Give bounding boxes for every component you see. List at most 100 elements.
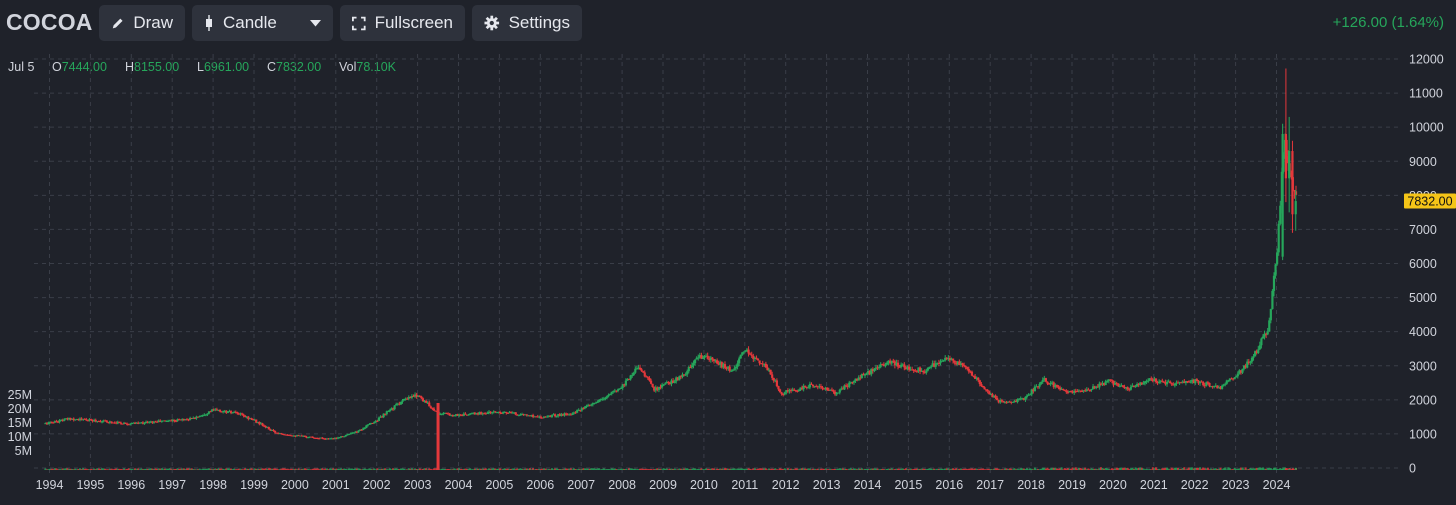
volume-bar bbox=[961, 468, 964, 470]
candle-body bbox=[363, 428, 366, 430]
time-axis[interactable]: 1994 1995 1996 1997 1998 1999 2000 2001 2002 2003… bbox=[36, 478, 1291, 492]
candle-body bbox=[1290, 172, 1293, 178]
volume-bar bbox=[392, 468, 395, 470]
volume-bar bbox=[628, 468, 631, 470]
volume-bar bbox=[594, 469, 597, 470]
volume-bar bbox=[670, 468, 673, 470]
volume-bar bbox=[343, 468, 346, 470]
candle-body bbox=[854, 378, 857, 382]
volume-bar bbox=[484, 468, 487, 470]
candle-body bbox=[1084, 390, 1087, 392]
toolbar: COCOA Draw Candle Fullscreen bbox=[0, 0, 1456, 46]
volume-bar bbox=[807, 468, 810, 470]
candle-body bbox=[211, 409, 214, 412]
volume-bar bbox=[587, 468, 590, 470]
volume-bar bbox=[1170, 467, 1173, 470]
candle-body bbox=[892, 360, 895, 362]
volume-bar bbox=[71, 469, 74, 470]
candle-body bbox=[862, 374, 865, 376]
volume-bar bbox=[245, 468, 248, 470]
draw-button[interactable]: Draw bbox=[99, 5, 185, 41]
volume-bar bbox=[554, 468, 557, 470]
candle-body bbox=[708, 358, 711, 360]
volume-bar bbox=[838, 468, 841, 470]
volume-bar bbox=[989, 469, 992, 470]
candle-body bbox=[815, 386, 818, 388]
volume-bar bbox=[788, 469, 791, 470]
volume-bar bbox=[813, 468, 816, 470]
candle-body bbox=[722, 364, 725, 368]
volume-bar bbox=[160, 468, 163, 470]
volume-bar bbox=[871, 468, 874, 470]
volume-bar bbox=[432, 468, 435, 470]
volume-bar bbox=[360, 469, 363, 470]
candle-body bbox=[192, 417, 195, 419]
volume-bar bbox=[1153, 468, 1156, 470]
candle-body bbox=[1183, 381, 1186, 384]
price-chart[interactable]: 0100020003000400050006000700080009000100… bbox=[0, 46, 1456, 505]
time-tick-label: 2021 bbox=[1140, 478, 1168, 492]
candle-body bbox=[56, 421, 60, 423]
candle-body bbox=[598, 399, 601, 402]
volume-bar bbox=[821, 468, 824, 470]
volume-bar bbox=[206, 468, 209, 470]
volume-bar bbox=[352, 469, 355, 470]
volume-bar bbox=[138, 469, 141, 470]
candle-body bbox=[1018, 398, 1021, 400]
candle-body bbox=[445, 412, 448, 414]
candle-body bbox=[522, 414, 525, 416]
volume-bar bbox=[214, 468, 217, 470]
candle-body bbox=[535, 416, 538, 418]
volume-bar bbox=[1079, 467, 1082, 470]
candle-body bbox=[1268, 320, 1271, 332]
candle-body bbox=[226, 411, 229, 413]
volume-bar bbox=[955, 468, 958, 470]
candle-body bbox=[939, 361, 942, 364]
candle-body bbox=[297, 435, 300, 437]
candle-body bbox=[970, 371, 974, 376]
volume-bar bbox=[519, 468, 522, 470]
candle-body bbox=[645, 376, 648, 378]
volume-bar bbox=[757, 468, 760, 470]
candle-body bbox=[516, 414, 519, 416]
volume-bar bbox=[915, 468, 918, 470]
price-axis[interactable]: 0100020003000400050006000700080009000100… bbox=[1409, 53, 1444, 476]
volume-bar bbox=[96, 468, 99, 470]
candle-body bbox=[77, 419, 80, 421]
volume-bar bbox=[104, 468, 107, 470]
candle-body bbox=[1066, 392, 1070, 394]
chart-type-select[interactable]: Candle bbox=[192, 5, 333, 41]
volume-bar bbox=[401, 468, 404, 470]
candle-body bbox=[122, 422, 126, 424]
candle-body bbox=[472, 412, 475, 414]
candle-body bbox=[225, 410, 228, 413]
volume-bar bbox=[454, 469, 457, 470]
candle-body bbox=[275, 432, 278, 434]
candle-body bbox=[212, 409, 215, 411]
volume-bar bbox=[1230, 469, 1233, 470]
volume-bar bbox=[906, 469, 909, 470]
volume-bar bbox=[610, 468, 613, 470]
time-tick-label: 2020 bbox=[1099, 478, 1127, 492]
volume-bar bbox=[909, 468, 912, 470]
volume-bar bbox=[1022, 468, 1025, 470]
candle-body bbox=[1091, 386, 1095, 389]
candle-body bbox=[973, 376, 977, 379]
time-tick-label: 2005 bbox=[485, 478, 513, 492]
settings-button[interactable]: Settings bbox=[472, 5, 582, 41]
volume-bar bbox=[1085, 469, 1088, 470]
candle-body bbox=[44, 423, 47, 425]
candle-body bbox=[623, 384, 626, 386]
candle-body bbox=[956, 361, 959, 365]
candle-body bbox=[955, 362, 958, 365]
volume-bar bbox=[1008, 468, 1011, 470]
volume-bar bbox=[1016, 468, 1019, 470]
candle-body bbox=[719, 362, 722, 365]
candle-body bbox=[1288, 151, 1291, 179]
volume-bar bbox=[832, 468, 835, 470]
candle-body bbox=[876, 367, 879, 369]
chart-grid bbox=[34, 54, 1398, 473]
volume-tick-label: 25M bbox=[8, 388, 32, 402]
fullscreen-button[interactable]: Fullscreen bbox=[340, 5, 465, 41]
volume-bar bbox=[1227, 467, 1230, 470]
